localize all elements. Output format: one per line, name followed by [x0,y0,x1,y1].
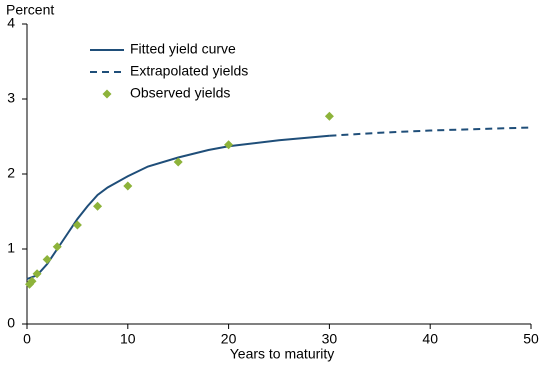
legend-label: Observed yields [130,85,230,101]
y-tick-label: 2 [7,165,15,181]
y-axis-label: Percent [6,2,54,18]
x-tick-label: 40 [422,331,438,347]
point [27,276,37,286]
legend-label: Fitted yield curve [130,41,236,57]
point [32,269,42,279]
legend-label: Extrapolated yields [130,63,248,79]
point [123,181,133,191]
x-tick-label: 50 [523,331,539,347]
point [72,220,82,230]
legend-marker [102,89,112,99]
y-tick-label: 4 [7,15,15,31]
point [324,111,334,121]
point [173,157,183,167]
x-tick-label: 10 [120,331,136,347]
y-tick-label: 1 [7,240,15,256]
x-tick-label: 30 [322,331,338,347]
point [224,140,234,150]
y-tick-label: 0 [7,315,15,331]
point [52,242,62,252]
line [329,126,532,137]
x-axis-label: Years to maturity [230,346,335,362]
point [42,255,52,264]
point [93,201,103,211]
x-tick-label: 20 [221,331,237,347]
x-tick-label: 0 [23,331,31,347]
line [26,134,330,280]
y-tick-label: 3 [7,90,15,106]
